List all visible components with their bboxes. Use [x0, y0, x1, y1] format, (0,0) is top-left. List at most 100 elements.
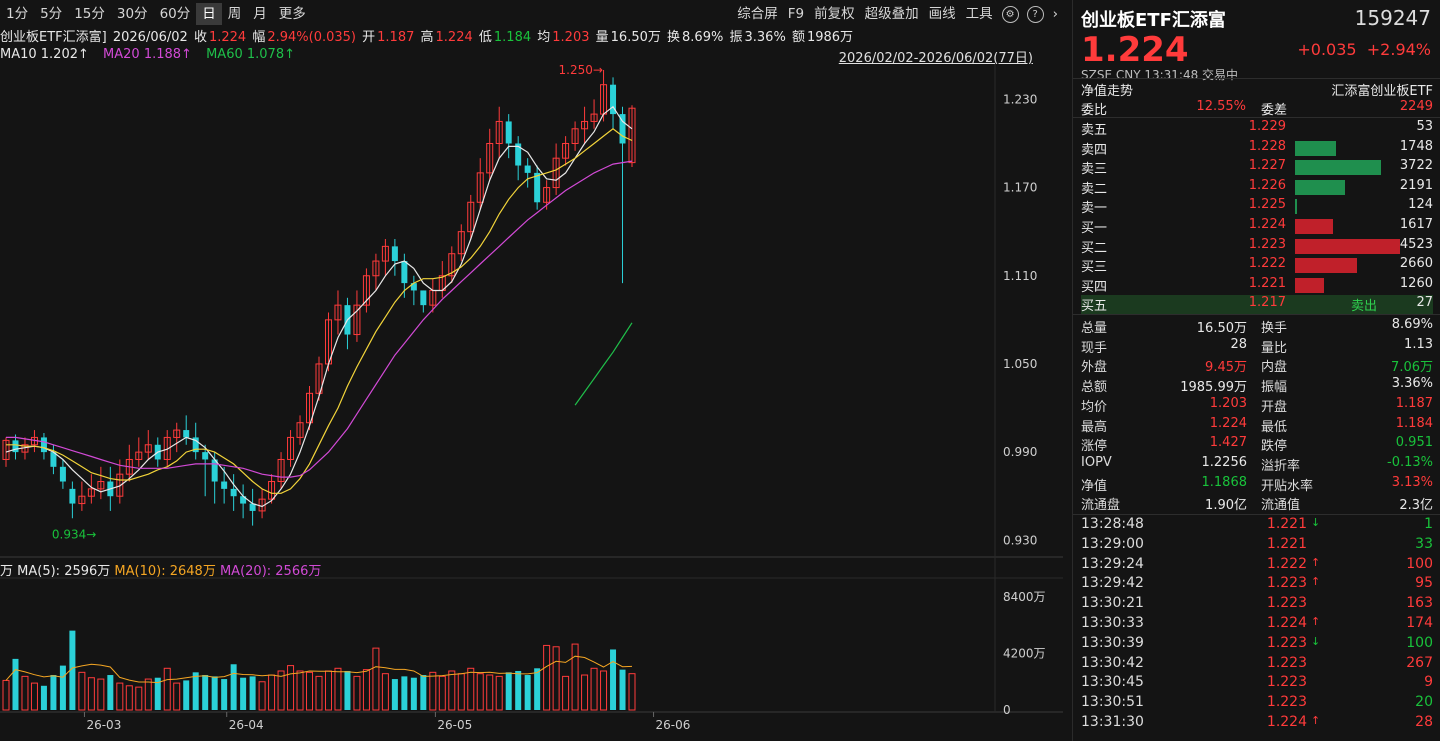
tick-volume: 100 [1406, 555, 1433, 572]
tools-button[interactable]: 工具 [965, 6, 993, 22]
tick-time: 13:30:39 [1081, 634, 1144, 651]
stat-row: 外盘 9.45万 内盘 7.06万 [1081, 356, 1433, 375]
level-price: 1.225 [1248, 197, 1286, 213]
period-month[interactable]: 月 [253, 6, 267, 22]
nav-row[interactable]: 净值走势 汇添富创业板ETF [1081, 80, 1433, 99]
stat-value: 16.50万 [1196, 321, 1247, 336]
candle-body [135, 451, 143, 460]
divider [1073, 314, 1440, 315]
arrow-up-icon: ↑ [1311, 555, 1321, 569]
kline-svg[interactable]: 1.230 1.170 1.110 1.050 0.990 0.930 26-03 26-04… [0, 0, 1063, 741]
help-icon[interactable]: ? [1026, 5, 1044, 23]
kline-chart-pane[interactable]: 1.230 1.170 1.110 1.050 0.990 0.930 26-03 26-04… [0, 0, 1063, 741]
level-price: 1.221 [1248, 275, 1286, 291]
candle-body [381, 245, 389, 262]
forward-adjust-button[interactable]: 前复权 [814, 6, 855, 22]
volume-bar [420, 675, 427, 710]
period-week[interactable]: 周 [227, 6, 242, 22]
level-label: 买二 [1081, 240, 1108, 256]
info-close-label: 收 [193, 30, 207, 45]
stat-value: -0.13% [1387, 454, 1433, 470]
draw-line-button[interactable]: 画线 [928, 6, 956, 22]
volume-bar [353, 675, 361, 711]
candle-body [240, 496, 247, 504]
tick-volume: 1 [1424, 516, 1433, 532]
f9-button[interactable]: F9 [787, 6, 805, 22]
settings-icon[interactable]: ⚙ [1001, 5, 1019, 23]
tick-time: 13:29:42 [1081, 575, 1144, 592]
volume-bar [69, 630, 76, 710]
tick-time: 13:28:48 [1081, 516, 1144, 532]
composite-screen-button[interactable]: 综合屏 [737, 6, 778, 22]
stat-label: 现手 [1081, 340, 1108, 356]
period-60min[interactable]: 60分 [159, 6, 191, 22]
quote-header: 创业板ETF汇添富 159247 1.224 +0.035 +2.94% SZS… [1081, 6, 1431, 82]
volume-bar [30, 682, 38, 711]
volume-bar [296, 670, 304, 711]
bid-row[interactable]: 买五 1.217 卖出 27 [1081, 295, 1433, 315]
low-annotation: 0.934→ [52, 527, 96, 541]
tick-volume: 174 [1406, 615, 1433, 631]
volume-bar [515, 670, 522, 710]
volume-bar [590, 667, 598, 711]
level-price: 1.217 [1248, 295, 1286, 311]
volume-bar [628, 673, 636, 711]
high-annotation: 1.250→ [559, 63, 603, 77]
candle-body [401, 261, 408, 284]
candle-body [534, 172, 541, 203]
price-tick-label: 1.110 [1003, 269, 1037, 283]
period-more[interactable]: 更多 [278, 6, 306, 22]
tick-time: 13:31:30 [1081, 714, 1144, 730]
stat-value: 28 [1230, 336, 1247, 352]
stat-value: 3.13% [1391, 474, 1433, 490]
date-tick-label: 26-05 [437, 718, 472, 732]
candle-body [97, 481, 105, 490]
quote-panel: 创业板ETF汇添富 159247 1.224 +0.035 +2.94% SZS… [1072, 0, 1440, 741]
bid-row[interactable]: 买二 1.223 4523 [1081, 237, 1433, 256]
date-tick-label: 26-03 [86, 718, 121, 732]
stat-label: 流通值 [1261, 498, 1301, 514]
bid-row[interactable]: 买四 1.221 1260 [1081, 276, 1433, 295]
volume-bar [230, 664, 237, 710]
period-1min[interactable]: 1分 [6, 6, 29, 22]
stat-label: 溢折率 [1261, 458, 1301, 474]
depth-bar [1295, 258, 1357, 274]
candle-body [391, 246, 398, 262]
ask-row[interactable]: 卖一 1.225 124 [1081, 197, 1433, 216]
super-overlay-button[interactable]: 超级叠加 [864, 6, 919, 22]
weibi-row: 委比 12.55% 委差 2249 [1081, 99, 1433, 118]
period-15min[interactable]: 15分 [74, 6, 105, 22]
candle-body [78, 495, 86, 505]
nav-name: 汇添富创业板ETF [1331, 84, 1433, 99]
info-avg: 1.203 [552, 30, 590, 45]
info-date: 2026/06/02 [112, 30, 188, 45]
tick-price: 1.223 [1266, 674, 1307, 691]
ask-row[interactable]: 卖四 1.228 1748 [1081, 139, 1433, 158]
level-label: 买三 [1081, 260, 1108, 276]
volume-bar [163, 667, 171, 711]
period-day[interactable]: 日 [196, 3, 222, 25]
volume-bar [495, 675, 503, 711]
period-5min[interactable]: 5分 [40, 6, 63, 22]
chevron-right-icon[interactable]: › [1052, 6, 1058, 22]
date-range[interactable]: 2026/02/02-2026/06/02(77日) [838, 51, 1033, 66]
change-pct: +2.94% [1366, 40, 1431, 59]
ma5-line [5, 105, 633, 508]
level-qty: 124 [1408, 197, 1433, 213]
candle-body [457, 231, 465, 255]
volume-bar [315, 675, 323, 711]
candle-body [211, 459, 218, 482]
ask-row[interactable]: 卖二 1.226 2191 [1081, 178, 1433, 197]
candle-body [249, 503, 256, 511]
period-30min[interactable]: 30分 [116, 6, 148, 22]
level-label: 卖三 [1081, 162, 1108, 178]
ask-row[interactable]: 卖五 1.229 53 [1081, 119, 1433, 138]
ask-row[interactable]: 卖三 1.227 3722 [1081, 158, 1433, 177]
bid-row[interactable]: 买一 1.224 1617 [1081, 217, 1433, 236]
level-price: 1.223 [1248, 236, 1286, 252]
candle-body [476, 172, 484, 203]
level-qty: 1748 [1399, 138, 1433, 154]
info-avg-label: 均 [537, 30, 551, 45]
bid-row[interactable]: 买三 1.222 2660 [1081, 256, 1433, 275]
candle-body [268, 481, 276, 500]
